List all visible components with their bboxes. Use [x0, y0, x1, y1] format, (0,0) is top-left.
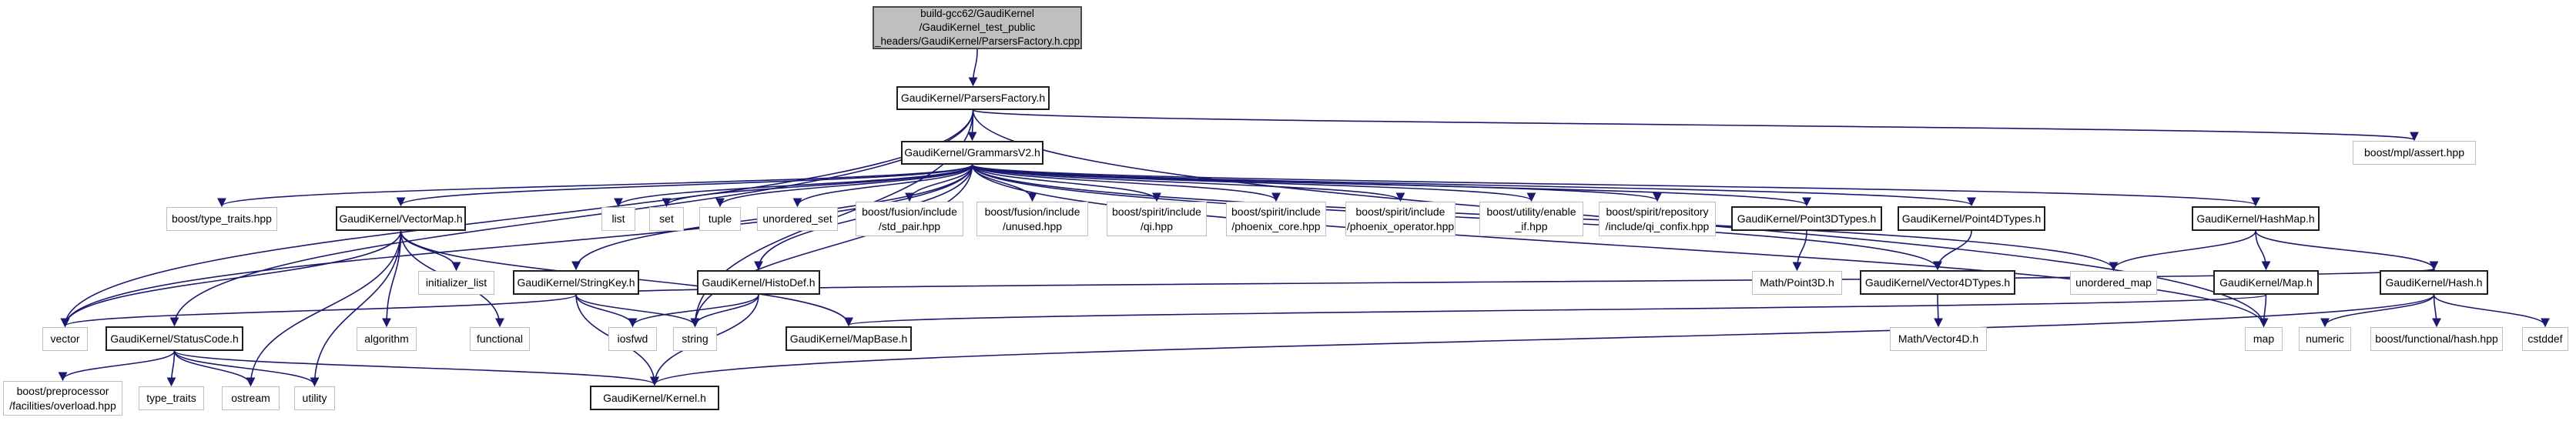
node-mapbase[interactable]: GaudiKernel/MapBase.h — [786, 326, 912, 351]
edge-group — [58, 48, 2550, 387]
edge-gaudi_hash-to-cstddef — [2433, 294, 2550, 328]
edge-grammarsv2-to-phoenix_core — [971, 164, 1281, 202]
edge-vectormap-to-utility — [310, 230, 402, 387]
edge-gaudi_hash-to-numeric — [2320, 294, 2435, 328]
node-gaudi_hash[interactable]: GaudiKernel/Hash.h — [2380, 270, 2488, 295]
edge-statuscode-to-type_traits_std — [166, 350, 176, 387]
edge-grammarsv2-to-hashmap — [971, 164, 2260, 207]
edge-stringkey-to-string — [575, 294, 700, 328]
edge-hashmap-to-unordered_map — [2109, 230, 2256, 272]
node-kernel[interactable]: GaudiKernel/Kernel.h — [590, 386, 719, 410]
node-string: string — [673, 327, 717, 351]
node-mpl_assert: boost/mpl/assert.hpp — [2353, 141, 2476, 165]
edge-gaudi_hash-to-boost_hash — [2431, 294, 2441, 328]
node-unordered_set: unordered_set — [757, 207, 838, 231]
edge-vectormap-to-initializer_list — [400, 230, 461, 272]
edge-grammarsv2-to-point4dtypes — [971, 164, 1976, 207]
node-phoenix_operator: boost/spirit/include /phoenix_operator.h… — [1345, 202, 1455, 236]
node-math_point3d: Math/Point3D.h — [1752, 271, 1842, 295]
edge-vectormap-to-ostream — [246, 230, 402, 387]
node-hashmap[interactable]: GaudiKernel/HashMap.h — [2192, 206, 2320, 231]
node-functional: functional — [470, 327, 530, 351]
node-vector: vector — [42, 327, 88, 351]
node-vectormap[interactable]: GaudiKernel/VectorMap.h — [336, 206, 466, 231]
edge-grammarsv2-to-set — [662, 164, 973, 208]
node-numeric: numeric — [2299, 327, 2351, 351]
edge-point3dtypes-to-math_point3d — [1792, 230, 1807, 272]
node-tuple: tuple — [699, 207, 741, 231]
node-gaudi_map[interactable]: GaudiKernel/Map.h — [2213, 270, 2319, 295]
node-vector4dtypes[interactable]: GaudiKernel/Vector4DTypes.h — [1860, 270, 2015, 295]
node-parsersfactory[interactable]: GaudiKernel/ParsersFactory.h — [896, 86, 1050, 110]
edge-gaudi_hash-to-kernel — [650, 294, 2435, 386]
edge-grammarsv2-to-unordered_set — [792, 164, 973, 208]
node-set: set — [649, 207, 684, 231]
node-boost_type_traits: boost/type_traits.hpp — [166, 207, 277, 231]
node-iosfwd: iosfwd — [608, 327, 657, 351]
node-enable_if: boost/utility/enable _if.hpp — [1479, 202, 1583, 236]
edge-hashmap-to-gaudi_map — [2255, 230, 2271, 271]
node-initializer_list: initializer_list — [418, 271, 494, 295]
node-cstddef: cstddef — [2522, 327, 2568, 351]
edge-grammarsv2-to-vector — [60, 164, 973, 328]
node-statuscode[interactable]: GaudiKernel/StatusCode.h — [106, 326, 243, 351]
edge-vectormap-to-vector — [60, 230, 402, 328]
node-math_vector4d: Math/Vector4D.h — [1890, 327, 1987, 351]
edge-statuscode-to-kernel — [173, 350, 659, 386]
node-stringkey[interactable]: GaudiKernel/StringKey.h — [513, 270, 639, 295]
edge-stringkey-to-iosfwd — [575, 294, 638, 328]
node-unordered_map: unordered_map — [2070, 271, 2157, 295]
node-ostream: ostream — [222, 386, 280, 410]
edge-grammarsv2-to-map — [971, 164, 2269, 328]
edge-histodef-to-iosfwd — [628, 294, 759, 328]
node-type_traits_std: type_traits — [139, 386, 204, 410]
edge-hashmap-to-gaudi_hash — [2255, 230, 2439, 271]
node-algorithm: algorithm — [357, 327, 417, 351]
edge-gaudi_map-to-map — [2259, 294, 2269, 328]
node-point4dtypes[interactable]: GaudiKernel/Point4DTypes.h — [1898, 206, 2045, 231]
edge-root-to-parsersfactory — [968, 48, 978, 87]
edge-grammarsv2-to-point3dtypes — [971, 164, 1811, 207]
edge-grammarsv2-to-qi — [971, 164, 1161, 202]
node-grammarsv2[interactable]: GaudiKernel/GrammarsV2.h — [901, 141, 1043, 165]
edge-histodef-to-string — [690, 294, 759, 328]
node-qi: boost/spirit/include /qi.hpp — [1107, 202, 1207, 236]
node-histodef[interactable]: GaudiKernel/HistoDef.h — [697, 270, 820, 295]
edge-grammarsv2-to-phoenix_operator — [971, 164, 1405, 202]
edge-parsersfactory-to-mpl_assert — [972, 109, 2418, 142]
edge-stringkey-to-vector — [60, 294, 577, 328]
node-utility: utility — [294, 386, 335, 410]
node-unused: boost/fusion/include /unused.hpp — [976, 202, 1088, 236]
edge-gaudi_map-to-mapbase — [844, 294, 2267, 327]
node-boost_hash: boost/functional/hash.hpp — [2370, 327, 2503, 351]
edge-statuscode-to-ostream — [173, 350, 256, 387]
node-map: map — [2245, 327, 2283, 351]
node-qi_confix: boost/spirit/repository /include/qi_conf… — [1599, 202, 1716, 236]
edge-grammarsv2-to-tuple — [715, 164, 973, 208]
node-root: build-gcc62/GaudiKernel /GaudiKernel_tes… — [873, 6, 1082, 49]
edge-statuscode-to-overload — [58, 350, 176, 382]
edge-grammarsv2-to-boost_type_traits — [217, 164, 973, 208]
edge-point4dtypes-to-vector4dtypes — [1933, 230, 1972, 271]
edge-statuscode-to-utility — [173, 350, 320, 387]
node-phoenix_core: boost/spirit/include /phoenix_core.hpp — [1226, 202, 1326, 236]
edge-grammarsv2-to-vectormap — [396, 164, 973, 207]
node-list: list — [601, 207, 635, 231]
node-std_pair: boost/fusion/include /std_pair.hpp — [856, 202, 963, 236]
edge-grammarsv2-to-string — [690, 164, 973, 328]
node-point3dtypes[interactable]: GaudiKernel/Point3DTypes.h — [1731, 206, 1882, 231]
node-overload: boost/preprocessor /facilities/overload.… — [3, 381, 122, 416]
